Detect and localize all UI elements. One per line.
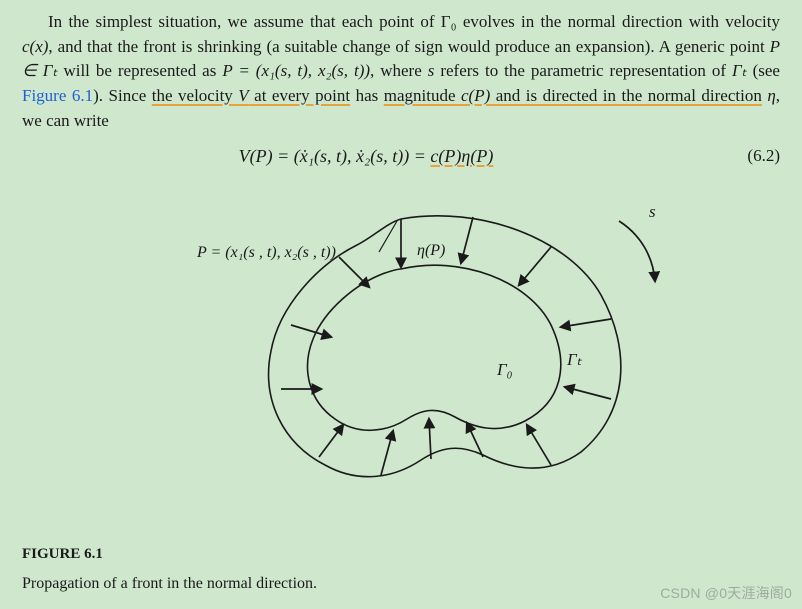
svg-text:Γₜ: Γₜ [566,350,583,369]
svg-text:η(P): η(P) [417,242,445,259]
text: In the simplest situation, we assume tha… [48,12,441,31]
text: has [350,86,384,105]
equation-row: V(P) = (ẋ₁(s, t), ẋ₂(s, t)) = c(P)η(P) (… [22,143,780,169]
figure-caption: Propagation of a front in the normal dir… [22,572,317,595]
svg-text:s: s [649,202,656,221]
body-paragraph: In the simplest situation, we assume tha… [22,10,780,133]
figure-number: FIGURE 6.1 [22,544,317,566]
sym-gammat: Γₜ [732,61,747,80]
sym-cx: c(x) [22,37,48,56]
text: (see [747,61,780,80]
svg-text:Γ₀: Γ₀ [496,360,513,379]
text: ). Since [93,86,152,105]
underline-velocity: the velocity V at every point [152,86,350,105]
eq-rhs-underlined: c(P)η(P) [430,146,493,166]
equation-6-2: V(P) = (ẋ₁(s, t), ẋ₂(s, t)) = c(P)η(P) [22,143,710,169]
equation-number: (6.2) [710,144,780,169]
figure-ref-link[interactable]: Figure 6.1 [22,86,93,105]
figure-6-1: P = (x₁(s , t), x₂(s , t)) η(P) s Γ₀ Γₜ [22,177,780,495]
sym-P-eq: P = (x₁(s, t), x₂(s, t)) [222,61,370,80]
figure-svg: P = (x₁(s , t), x₂(s , t)) η(P) s Γ₀ Γₜ [121,177,681,487]
text: , where [370,61,428,80]
sym-gamma0: Γ₀ [441,12,457,31]
underline-magnitude: magnitude c(P) and is directed in the no… [384,86,762,105]
svg-text:P = (x₁(s , t), x₂(s , t)): P = (x₁(s , t), x₂(s , t)) [196,244,336,261]
text: refers to the parametric representation … [434,61,732,80]
eq-lhs: V(P) = (ẋ₁(s, t), ẋ₂(s, t)) = [239,146,431,166]
watermark: CSDN @0天涯海阁0 [660,583,792,603]
text: , and that the front is shrinking (a sui… [48,37,769,56]
text: evolves in the normal direction with vel… [457,12,780,31]
figure-caption-block: FIGURE 6.1 Propagation of a front in the… [22,544,317,595]
sym-eta: η [762,86,776,105]
text: will be represented as [57,61,222,80]
